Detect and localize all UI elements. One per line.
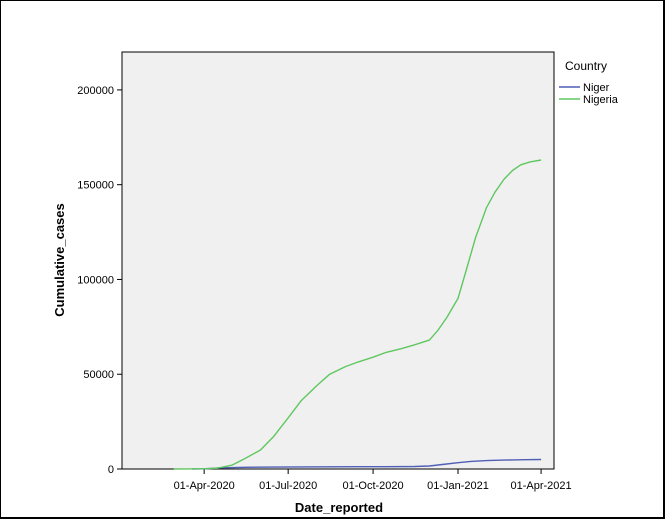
y-tick-label: 200000 (77, 85, 114, 97)
x-tick-label: 01-Jan-2021 (427, 480, 489, 492)
legend-label-nigeria: Nigeria (583, 94, 619, 106)
y-tick-label: 100000 (77, 274, 114, 286)
x-tick-label: 01-Oct-2020 (342, 480, 403, 492)
series-line-nigeria (173, 159, 542, 470)
y-tick-label: 150000 (77, 180, 114, 192)
legend-label-niger: Niger (583, 82, 610, 94)
x-tick-label: 01-Jul-2020 (259, 480, 317, 492)
y-tick-label: 50000 (83, 369, 114, 381)
plot-area (121, 51, 555, 470)
legend-title: Country (565, 59, 607, 73)
x-tick-label: 01-Apr-2020 (174, 480, 235, 492)
y-tick-label: 0 (108, 464, 114, 476)
x-axis-title: Date_reported (295, 500, 383, 515)
x-tick-label: 01-Apr-2021 (510, 480, 571, 492)
series-line-niger (192, 458, 542, 470)
y-axis-title: Cumulative_cases (52, 203, 67, 316)
